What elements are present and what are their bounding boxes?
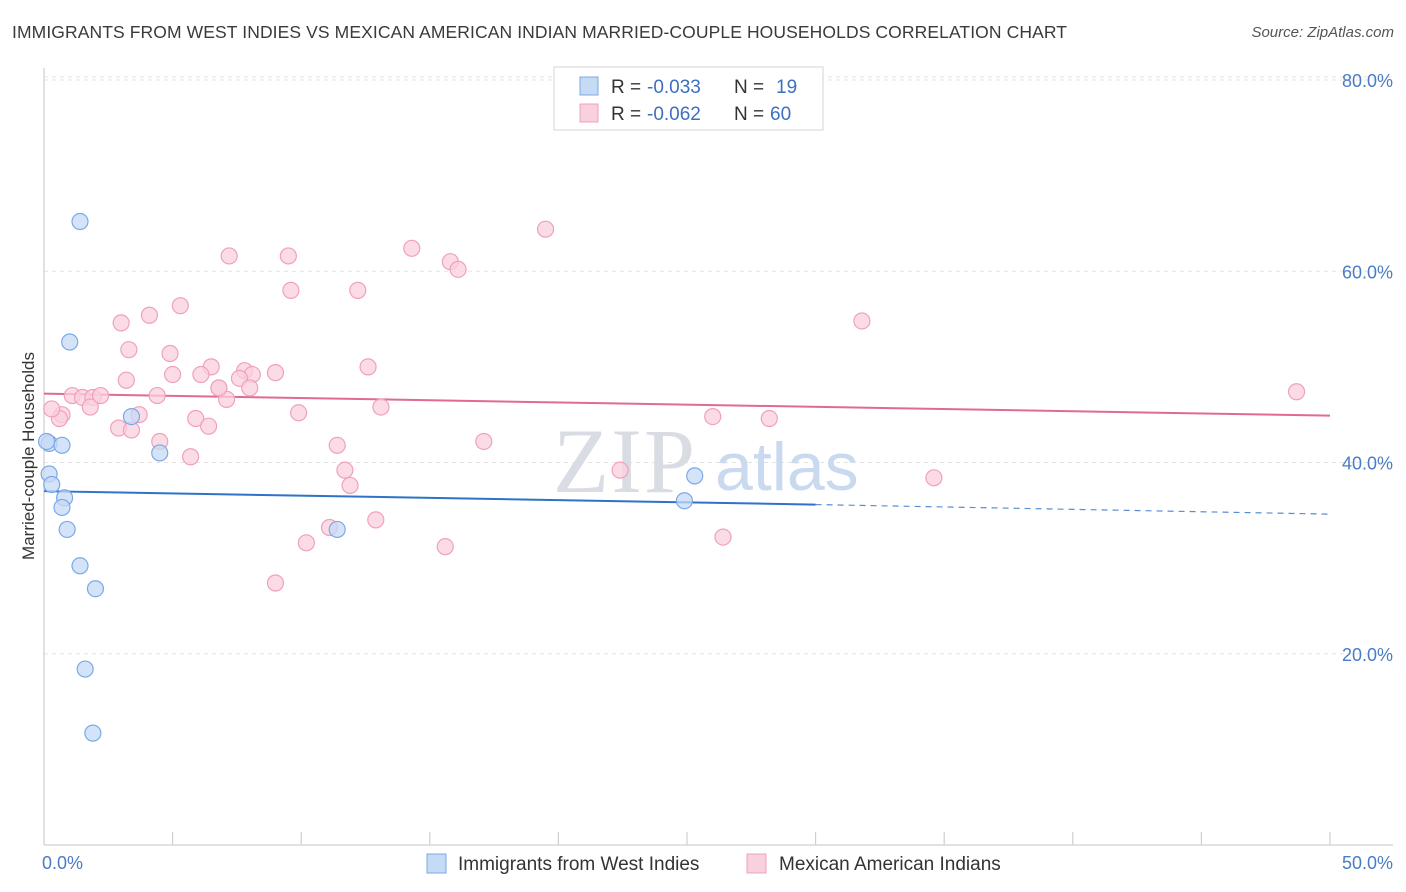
series-mexican-american-indians <box>43 220 1331 592</box>
point-1-1 <box>220 247 238 265</box>
y-tick-label-80: 80.0% <box>1342 71 1393 91</box>
y-tick-label-60: 60.0% <box>1342 262 1393 282</box>
point-1-8 <box>171 297 189 315</box>
point-0-10 <box>58 520 76 539</box>
point-1-49 <box>341 476 359 495</box>
point-0-1 <box>61 333 79 351</box>
x-axis-ticks <box>172 832 1331 845</box>
point-1-57 <box>43 400 61 418</box>
bottom-legend-label-pink: Mexican American Indians <box>779 854 1001 875</box>
legend-r-label-pink: R = <box>611 104 646 125</box>
point-1-5 <box>449 260 467 278</box>
watermark-atlas: atlas <box>715 429 859 505</box>
legend-n-value-blue: 19 <box>776 77 797 98</box>
bottom-legend-label-blue: Immigrants from West Indies <box>458 854 699 875</box>
legend-n-value-pink: 60 <box>770 104 791 125</box>
point-1-15 <box>359 358 377 376</box>
point-0-16 <box>76 660 94 678</box>
point-1-10 <box>112 314 130 332</box>
legend-r-label-blue: R = <box>611 77 646 98</box>
point-1-58 <box>91 386 110 405</box>
trend-line-1 <box>43 392 1331 417</box>
point-0-12 <box>686 467 704 485</box>
x-tick-label-left: 0.0% <box>42 853 83 873</box>
point-0-17 <box>84 724 102 742</box>
point-1-18 <box>164 365 182 384</box>
point-0-9 <box>53 498 71 517</box>
y-tick-labels: 20.0% 40.0% 60.0% 80.0% <box>1342 71 1393 665</box>
chart-title: IMMIGRANTS FROM WEST INDIES VS MEXICAN A… <box>12 22 1068 42</box>
point-1-46 <box>336 461 354 479</box>
legend-n-label-blue: N = <box>734 77 769 98</box>
stats-legend-box <box>553 66 824 131</box>
trend-line-extension-0 <box>815 503 1331 515</box>
legend-r-value-blue: -0.033 <box>647 77 701 98</box>
point-1-25 <box>148 386 166 405</box>
point-1-50 <box>367 511 385 529</box>
point-1-0 <box>536 220 555 238</box>
point-0-11 <box>328 520 346 539</box>
legend-n-label-pink: N = <box>734 104 769 125</box>
point-1-13 <box>161 344 179 363</box>
point-1-33 <box>290 404 308 422</box>
point-1-3 <box>403 239 421 257</box>
point-0-0 <box>71 212 89 231</box>
point-1-37 <box>187 409 205 428</box>
point-0-5 <box>151 444 169 462</box>
y-tick-label-20: 20.0% <box>1342 645 1393 665</box>
y-tick-label-40: 40.0% <box>1342 454 1393 474</box>
point-1-53 <box>436 538 454 556</box>
trend-line-0 <box>43 490 816 506</box>
point-1-20 <box>266 364 285 382</box>
point-1-44 <box>328 436 346 454</box>
point-1-11 <box>853 312 871 330</box>
legend-swatch-blue <box>579 76 599 96</box>
point-1-9 <box>140 306 159 324</box>
series-west-indies <box>37 212 1331 742</box>
point-0-4 <box>53 436 71 454</box>
point-1-19 <box>192 365 210 384</box>
point-1-31 <box>372 398 390 416</box>
y-axis-label: Married-couple Households <box>19 352 38 560</box>
series-legend: Immigrants from West Indies Mexican Amer… <box>426 853 1001 875</box>
point-1-24 <box>241 379 259 397</box>
source-credit: Source: ZipAtlas.com <box>1251 24 1394 41</box>
legend-r-value-pink: -0.062 <box>647 104 701 125</box>
point-1-55 <box>266 574 285 592</box>
point-1-45 <box>182 448 200 466</box>
point-1-47 <box>611 461 629 479</box>
point-1-48 <box>925 469 943 487</box>
bottom-legend-swatch-blue <box>426 853 447 874</box>
point-1-30 <box>81 398 99 416</box>
point-0-15 <box>86 580 105 598</box>
point-1-43 <box>475 432 493 451</box>
x-tick-label-right: 50.0% <box>1342 853 1393 873</box>
watermark-zip: ZIP <box>553 410 697 512</box>
bottom-legend-swatch-pink <box>746 853 767 874</box>
point-1-22 <box>117 371 135 389</box>
point-0-14 <box>71 557 89 575</box>
stats-legend: R = -0.033 N = 19 R = -0.062 N = 60 <box>553 66 824 131</box>
point-1-12 <box>120 341 138 359</box>
point-1-54 <box>714 528 732 546</box>
point-1-59 <box>210 379 228 397</box>
point-1-36 <box>760 409 778 428</box>
point-1-39 <box>200 417 218 435</box>
point-1-2 <box>279 247 297 265</box>
point-0-18 <box>37 432 56 451</box>
point-1-52 <box>297 534 315 552</box>
point-1-35 <box>704 408 722 426</box>
point-1-56 <box>1287 383 1306 401</box>
point-0-7 <box>43 475 61 494</box>
point-1-7 <box>349 281 367 299</box>
point-0-13 <box>675 492 694 510</box>
legend-swatch-pink <box>579 103 599 123</box>
point-1-6 <box>282 281 300 299</box>
point-0-2 <box>122 408 141 426</box>
